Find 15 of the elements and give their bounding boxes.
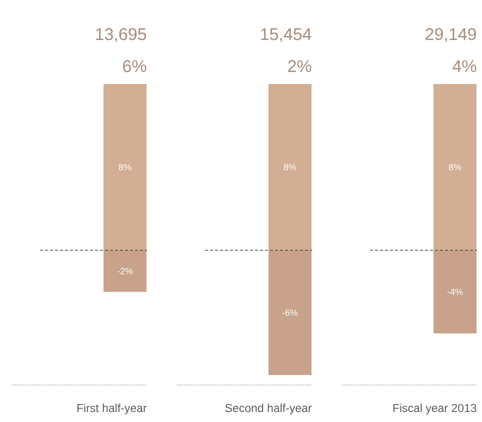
total-label: 6% xyxy=(123,60,146,72)
x-tick-label: First half-year xyxy=(77,404,147,414)
text: 13,695 xyxy=(96,28,146,42)
x-tick-label: Fiscal year 2013 xyxy=(393,404,476,414)
data-label: -2% xyxy=(117,268,133,274)
x-tick-label: Second half-year xyxy=(225,404,312,414)
text: 15,454 xyxy=(261,28,312,42)
total-label: 2% xyxy=(288,60,312,72)
data-label: -6% xyxy=(282,309,298,316)
data-label: 8% xyxy=(284,164,296,170)
data-label: 8% xyxy=(118,164,132,170)
data-label: -4% xyxy=(447,288,463,295)
total-label: 4% xyxy=(452,60,476,72)
data-label: 8% xyxy=(448,164,462,170)
text: 29,149 xyxy=(426,28,476,42)
